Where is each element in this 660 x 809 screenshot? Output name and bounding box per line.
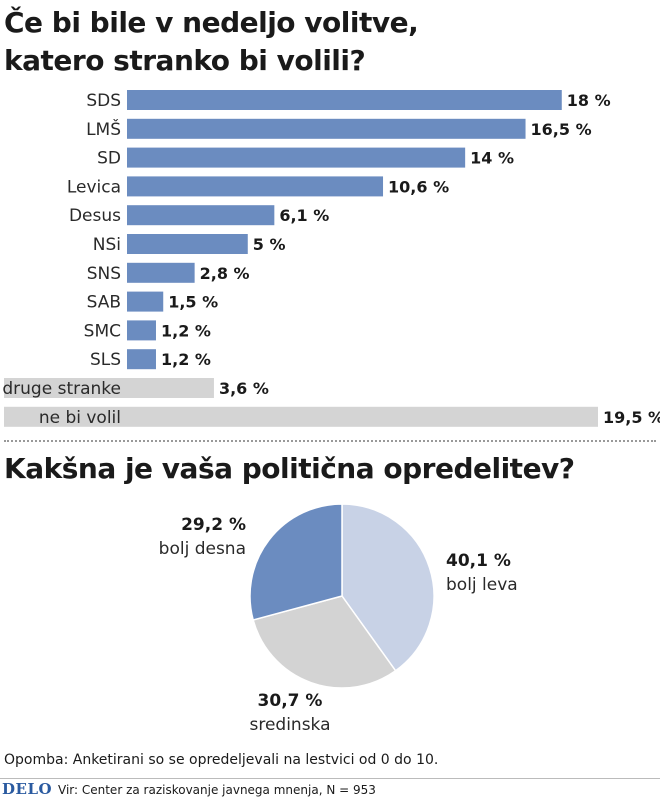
category-label-2: SD bbox=[97, 149, 121, 169]
category-label-11: ne bi volil bbox=[39, 408, 121, 428]
value-label-9: 1,2 % bbox=[161, 350, 211, 369]
pie-name-label-1: sredinska bbox=[249, 715, 330, 735]
value-label-2: 14 % bbox=[470, 149, 514, 168]
category-label-7: SAB bbox=[87, 293, 121, 313]
value-label-6: 2,8 % bbox=[200, 264, 250, 283]
bar-6 bbox=[127, 262, 195, 283]
footer-rule bbox=[0, 778, 660, 779]
category-label-9: SLS bbox=[90, 350, 121, 370]
bar-10 bbox=[4, 378, 214, 398]
pie-value-label-2: 29,2 % bbox=[181, 515, 246, 535]
value-label-4: 6,1 % bbox=[279, 206, 329, 225]
category-label-10: druge stranke bbox=[2, 379, 121, 399]
pie-chart-title: Kakšna je vaša politična opredelitev? bbox=[4, 452, 575, 485]
category-label-5: NSi bbox=[93, 235, 121, 255]
category-label-0: SDS bbox=[86, 91, 121, 111]
publisher-logo: DELO bbox=[2, 780, 53, 798]
category-label-3: Levica bbox=[67, 177, 121, 197]
pie-value-label-0: 40,1 % bbox=[446, 551, 511, 571]
category-label-4: Desus bbox=[69, 206, 121, 226]
value-label-7: 1,5 % bbox=[168, 293, 218, 312]
bar-2 bbox=[127, 147, 466, 168]
pie-slice-0 bbox=[341, 503, 435, 672]
value-label-1: 16,5 % bbox=[531, 120, 592, 139]
chart-title-line-2: katero stranko bi volili? bbox=[4, 44, 366, 77]
category-label-1: LMŠ bbox=[86, 118, 121, 140]
bar-chart: SDS 18 % LMŠ 16,5 % SD 14 % Levica 10,6 % Desus 6… bbox=[2, 90, 660, 428]
pie-chart: 40,1 % bolj leva 30,7 % sredinska 29,2 % bolj… bbox=[159, 503, 518, 735]
chart-title-line-1: Če bi bile v nedeljo volitve, bbox=[4, 6, 419, 39]
value-label-11: 19,5 % bbox=[603, 408, 660, 427]
pie-value-label-1: 30,7 % bbox=[258, 691, 323, 711]
value-label-8: 1,2 % bbox=[161, 321, 211, 340]
category-label-6: SNS bbox=[87, 264, 121, 284]
bar-9 bbox=[127, 349, 156, 370]
bar-7 bbox=[127, 291, 164, 312]
pie-slice-2 bbox=[249, 503, 343, 621]
pie-name-label-0: bolj leva bbox=[446, 575, 518, 595]
bar-4 bbox=[127, 205, 275, 226]
pie-name-label-2: bolj desna bbox=[159, 539, 246, 559]
value-label-3: 10,6 % bbox=[388, 177, 449, 196]
bar-3 bbox=[127, 176, 384, 197]
bar-1 bbox=[127, 118, 526, 139]
value-label-0: 18 % bbox=[567, 91, 611, 110]
bar-0 bbox=[127, 90, 562, 110]
category-label-8: SMC bbox=[84, 321, 121, 341]
bar-5 bbox=[127, 234, 248, 254]
section-divider bbox=[4, 440, 656, 442]
value-label-10: 3,6 % bbox=[219, 379, 269, 398]
bar-8 bbox=[127, 320, 156, 341]
bar-11 bbox=[4, 406, 598, 427]
value-label-5: 5 % bbox=[253, 235, 286, 254]
pie-slice-1 bbox=[252, 595, 397, 689]
footnote: Opomba: Anketirani so se opredeljevali n… bbox=[4, 752, 439, 768]
source-note: Vir: Center za raziskovanje javnega mnen… bbox=[58, 783, 376, 797]
